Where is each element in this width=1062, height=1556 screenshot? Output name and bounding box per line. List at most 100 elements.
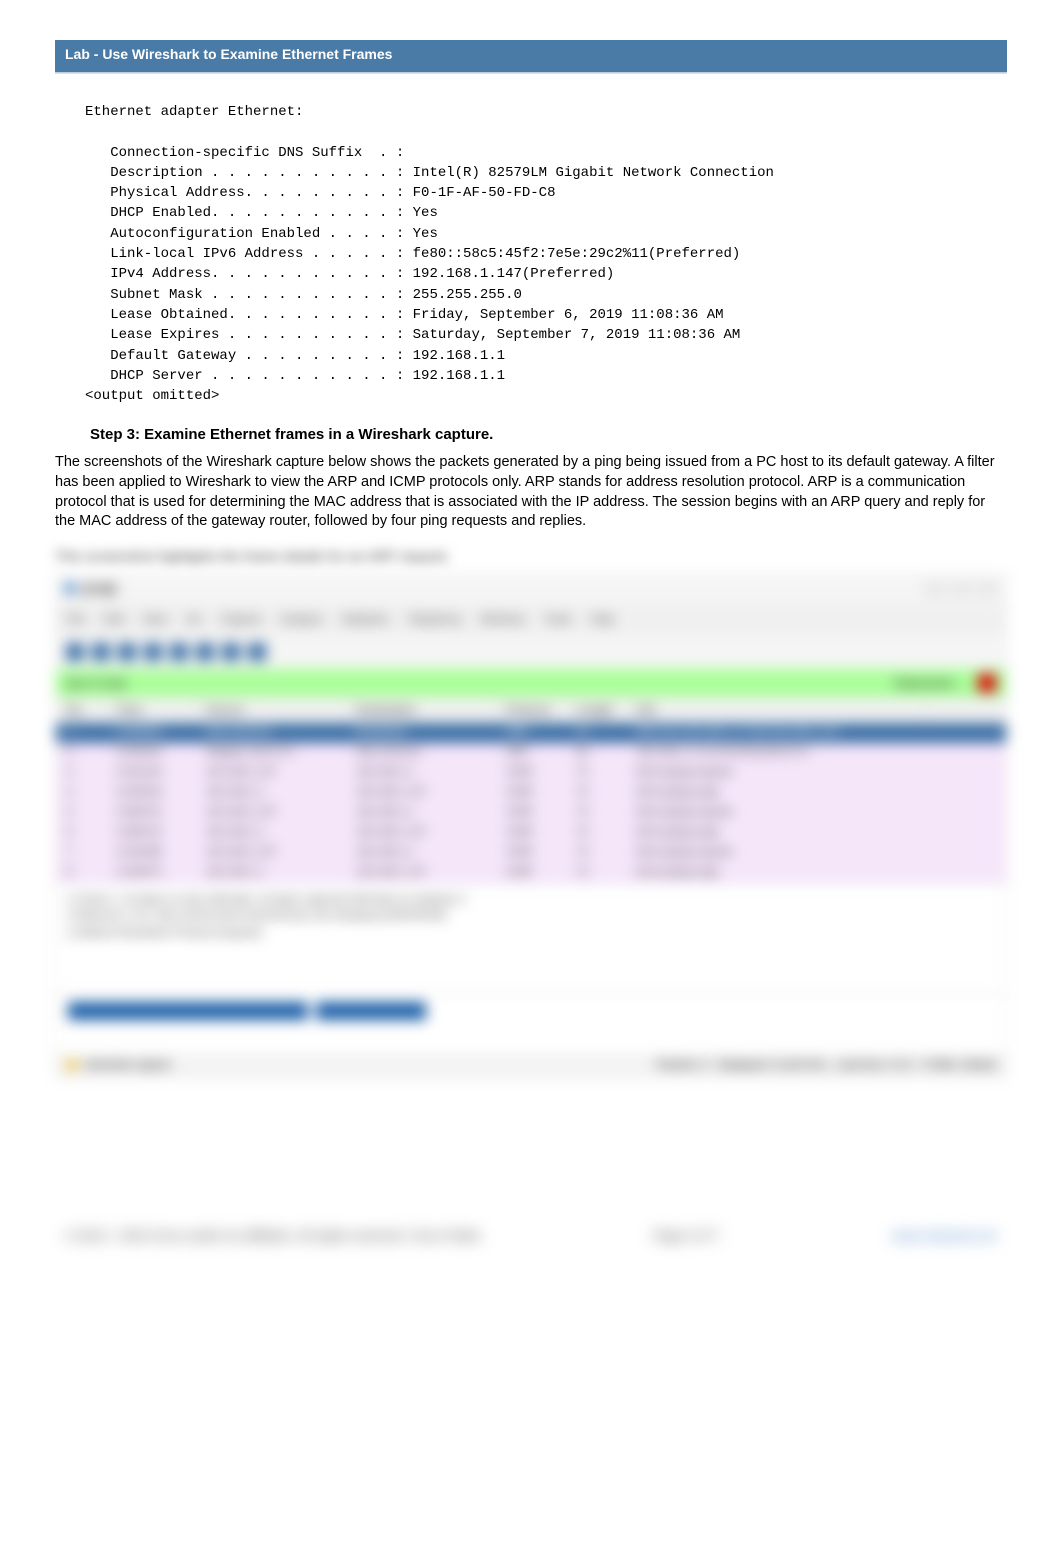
toolbar-icon[interactable] <box>144 643 162 661</box>
detail-line[interactable]: ▸ Address Resolution Protocol (request) <box>68 925 994 942</box>
packet-cell: 192.168.1.1 <box>196 783 346 803</box>
packet-cell: Dell_50:fd:c8 <box>346 743 496 763</box>
column-header[interactable]: Info <box>626 697 926 723</box>
packet-details-pane: ▸ Frame 1: 42 bytes on wire (336 bits), … <box>56 883 1006 993</box>
step3-heading: Step 3: Examine Ethernet frames in a Wir… <box>90 426 1007 443</box>
packet-cell: 192.168.1.147 <box>196 803 346 823</box>
menu-item[interactable]: Telephony <box>407 612 462 626</box>
packet-row[interactable]: 50.996701192.168.1.147192.168.1.1ICMP74E… <box>56 803 1006 823</box>
column-header[interactable]: Source <box>196 697 346 723</box>
packet-cell: ICMP <box>496 783 566 803</box>
minimize-icon[interactable] <box>924 581 946 597</box>
column-header[interactable]: Time <box>106 697 196 723</box>
packet-cell: 6 <box>56 823 106 843</box>
packet-row[interactable]: 20.000324Netgear_99:c5:72Dell_50:fd:c8AR… <box>56 743 1006 763</box>
close-icon[interactable] <box>976 581 998 597</box>
packet-row[interactable]: 40.003518192.168.1.1192.168.1.147ICMP74E… <box>56 783 1006 803</box>
menu-item[interactable]: Go <box>186 612 202 626</box>
packet-cell: 192.168.1.147 <box>346 863 496 883</box>
blurred-caption: This screenshot highlights the frame det… <box>55 548 1007 564</box>
detail-line[interactable]: ▸ Ethernet II, Src: Dell_50:fd:c8 (f0:1f… <box>68 908 994 925</box>
hex-selection <box>316 1002 426 1020</box>
status-bar: wireshark-capture Packets: 8 · Displayed… <box>56 1053 1006 1077</box>
menu-item[interactable]: Edit <box>103 612 124 626</box>
packet-cell: ICMP <box>496 843 566 863</box>
packet-cell: 192.168.1.1 <box>346 843 496 863</box>
packet-cell: 192.168.1.147 <box>196 843 346 863</box>
maximize-icon[interactable] <box>950 581 972 597</box>
column-header[interactable]: No. <box>56 697 106 723</box>
packet-cell: 74 <box>566 783 626 803</box>
packet-cell: Broadcast <box>346 723 496 743</box>
menu-item[interactable]: Tools <box>544 612 572 626</box>
packet-cell: Echo (ping) request <box>626 803 926 823</box>
column-header[interactable]: Destination <box>346 697 496 723</box>
toolbar-icons <box>56 635 1006 669</box>
menu-item[interactable]: Analyze <box>281 612 324 626</box>
filter-label: Expression… <box>895 676 966 690</box>
menu-bar: File Edit View Go Capture Analyze Statistics Te… <box>56 603 1006 635</box>
menu-item[interactable]: Statistics <box>341 612 389 626</box>
column-header[interactable]: Length <box>566 697 626 723</box>
toolbar-icon[interactable] <box>92 643 110 661</box>
packet-cell: ARP <box>496 743 566 763</box>
footer-link[interactable]: www.netacad.com <box>892 1228 998 1243</box>
packet-cell: 0.998722 <box>106 823 196 843</box>
packet-list-header: No.TimeSourceDestinationProtocolLengthIn… <box>56 697 1006 723</box>
packet-row[interactable]: 82.003573192.168.1.1192.168.1.147ICMP74E… <box>56 863 1006 883</box>
packet-cell: 2.002288 <box>106 843 196 863</box>
packet-row[interactable]: 30.001243192.168.1.147192.168.1.1ICMP74E… <box>56 763 1006 783</box>
packet-row[interactable]: 72.002288192.168.1.147192.168.1.1ICMP74E… <box>56 843 1006 863</box>
packet-cell: 192.168.1.1 is at 30:46:9a:99:c5:72 <box>626 743 926 763</box>
toolbar-icon[interactable] <box>248 643 266 661</box>
menu-item[interactable]: Capture <box>220 612 263 626</box>
packet-cell: ICMP <box>496 763 566 783</box>
packet-cell: Echo (ping) request <box>626 843 926 863</box>
toolbar-icon[interactable] <box>196 643 214 661</box>
packet-row[interactable]: 60.998722192.168.1.1192.168.1.147ICMP74E… <box>56 823 1006 843</box>
clear-filter-icon[interactable] <box>978 674 996 692</box>
menu-item[interactable]: File <box>66 612 85 626</box>
lab-title: Lab - Use Wireshark to Examine Ethernet … <box>65 46 392 62</box>
packet-cell: 0.000000 <box>106 723 196 743</box>
packet-cell: ARP <box>496 723 566 743</box>
display-filter-bar[interactable]: arp or icmp Expression… <box>56 669 1006 697</box>
packet-cell: 192.168.1.1 <box>346 763 496 783</box>
column-header[interactable]: Protocol <box>496 697 566 723</box>
packet-cell: Echo (ping) request <box>626 763 926 783</box>
packet-cell: 0.000324 <box>106 743 196 763</box>
packet-row[interactable]: 10.000000Dell_50:fd:c8BroadcastARP42Who … <box>56 723 1006 743</box>
menu-item[interactable]: Wireless <box>480 612 526 626</box>
packet-cell: 192.168.1.147 <box>346 783 496 803</box>
packet-cell: Dell_50:fd:c8 <box>196 723 346 743</box>
packet-cell: ICMP <box>496 863 566 883</box>
hex-selection <box>68 1002 308 1020</box>
packet-cell: 74 <box>566 763 626 783</box>
toolbar-icon[interactable] <box>170 643 188 661</box>
menu-item[interactable]: View <box>142 612 168 626</box>
toolbar-icon[interactable] <box>66 643 84 661</box>
toolbar-icon[interactable] <box>222 643 240 661</box>
detail-line[interactable]: ▸ Frame 1: 42 bytes on wire (336 bits), … <box>68 892 994 909</box>
packet-cell: 192.168.1.1 <box>196 823 346 843</box>
packet-cell: 1 <box>56 723 106 743</box>
packet-cell: 0.003518 <box>106 783 196 803</box>
wireshark-icon: ⬣ <box>64 580 76 597</box>
toolbar-icon[interactable] <box>118 643 136 661</box>
menu-item[interactable]: Help <box>590 612 615 626</box>
packet-cell: 7 <box>56 843 106 863</box>
packet-cell: 8 <box>56 863 106 883</box>
packet-cell: 192.168.1.1 <box>196 863 346 883</box>
packet-cell: 5 <box>56 803 106 823</box>
packet-bytes-pane <box>56 993 1006 1053</box>
packet-cell: 192.168.1.147 <box>196 763 346 783</box>
packet-cell: 2 <box>56 743 106 763</box>
packet-cell: 42 <box>566 723 626 743</box>
status-left-text: wireshark-capture <box>84 1059 171 1071</box>
packet-cell: 74 <box>566 823 626 843</box>
packet-cell: Netgear_99:c5:72 <box>196 743 346 763</box>
page-footer: © 2013 - 2019 Cisco and/or its affiliate… <box>55 1228 1007 1243</box>
window-title: pcap <box>82 580 117 598</box>
step3-paragraph: The screenshots of the Wireshark capture… <box>55 453 1007 531</box>
packet-cell: 74 <box>566 863 626 883</box>
